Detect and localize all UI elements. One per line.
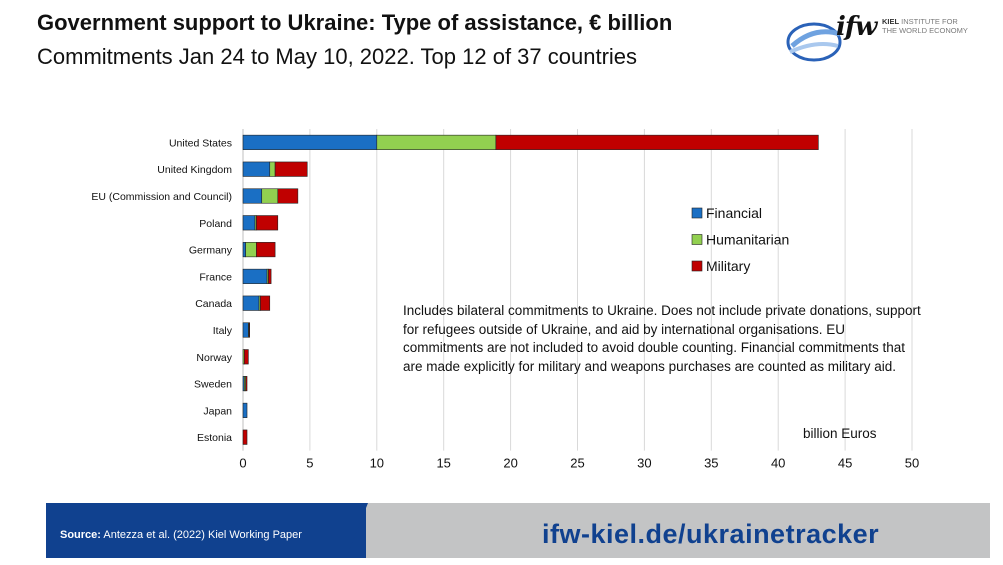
x-tick-label: 5	[306, 456, 313, 471]
bar-segment-military	[243, 430, 247, 445]
x-tick-label: 35	[704, 456, 718, 471]
bar-segment-financial	[243, 189, 262, 204]
bar-segment-financial	[243, 323, 248, 338]
legend-label: Humanitarian	[706, 232, 789, 248]
bar-segment-humanitarian	[270, 162, 275, 177]
bar-segment-financial	[243, 269, 267, 284]
x-tick-label: 25	[570, 456, 584, 471]
x-tick-label: 15	[436, 456, 450, 471]
bar-segment-military	[244, 350, 248, 365]
bar-segment-financial	[243, 242, 246, 257]
bar-segment-military	[256, 216, 277, 231]
category-label: United States	[169, 137, 232, 149]
source-label: Source:	[60, 529, 101, 541]
bar-segment-financial	[243, 403, 247, 418]
bar-segment-military	[256, 242, 275, 257]
bar-segment-military	[249, 323, 250, 338]
bar-segment-financial	[243, 296, 259, 311]
bar-segment-humanitarian	[246, 242, 257, 257]
footer-url[interactable]: ifw-kiel.de/ukrainetracker	[542, 519, 879, 550]
x-tick-label: 30	[637, 456, 651, 471]
stacked-bar-chart: 0 5 10 15 20 25 30 35 40 45 50 United States United …	[0, 0, 1003, 500]
footer-slant	[346, 503, 368, 558]
x-tick-label: 0	[239, 456, 246, 471]
legend-swatch	[692, 235, 702, 245]
category-label: Italy	[213, 325, 233, 337]
category-label: EU (Commission and Council)	[91, 191, 232, 203]
bar-segment-humanitarian	[262, 189, 278, 204]
source-text: Antezza et al. (2022) Kiel Working Paper	[101, 529, 302, 541]
x-tick-label: 50	[905, 456, 919, 471]
x-tick-label: 40	[771, 456, 785, 471]
x-tick-label: 10	[370, 456, 384, 471]
category-label: Japan	[203, 405, 232, 417]
bar-segment-financial	[243, 162, 270, 177]
bar-segment-humanitarian	[377, 135, 496, 150]
category-label: United Kingdom	[157, 164, 232, 176]
bar-segment-financial	[243, 135, 377, 150]
legend-label: Financial	[706, 205, 762, 221]
bar-segment-military	[246, 376, 247, 391]
bar-segment-military	[268, 269, 271, 284]
x-tick-label: 20	[503, 456, 517, 471]
unit-label: billion Euros	[803, 426, 877, 441]
category-label: Sweden	[194, 379, 232, 391]
x-tick-label: 45	[838, 456, 852, 471]
category-label: Germany	[189, 245, 233, 257]
bar-segment-military	[496, 135, 818, 150]
chart-annotation: Includes bilateral commitments to Ukrain…	[403, 302, 923, 376]
category-label: Poland	[199, 218, 232, 230]
bar-segment-financial	[243, 216, 255, 231]
footer-bar: Source: Antezza et al. (2022) Kiel Worki…	[46, 503, 990, 558]
bar-segment-military	[260, 296, 269, 311]
legend-label: Military	[706, 258, 750, 274]
bar-segment-military	[278, 189, 298, 204]
category-label: Estonia	[197, 432, 232, 444]
source-note: Source: Antezza et al. (2022) Kiel Worki…	[60, 529, 302, 541]
bar-segment-military	[275, 162, 307, 177]
category-label: Norway	[196, 352, 232, 364]
category-label: France	[199, 271, 232, 283]
legend-swatch	[692, 261, 702, 271]
category-label: Canada	[195, 298, 232, 310]
legend-swatch	[692, 208, 702, 218]
